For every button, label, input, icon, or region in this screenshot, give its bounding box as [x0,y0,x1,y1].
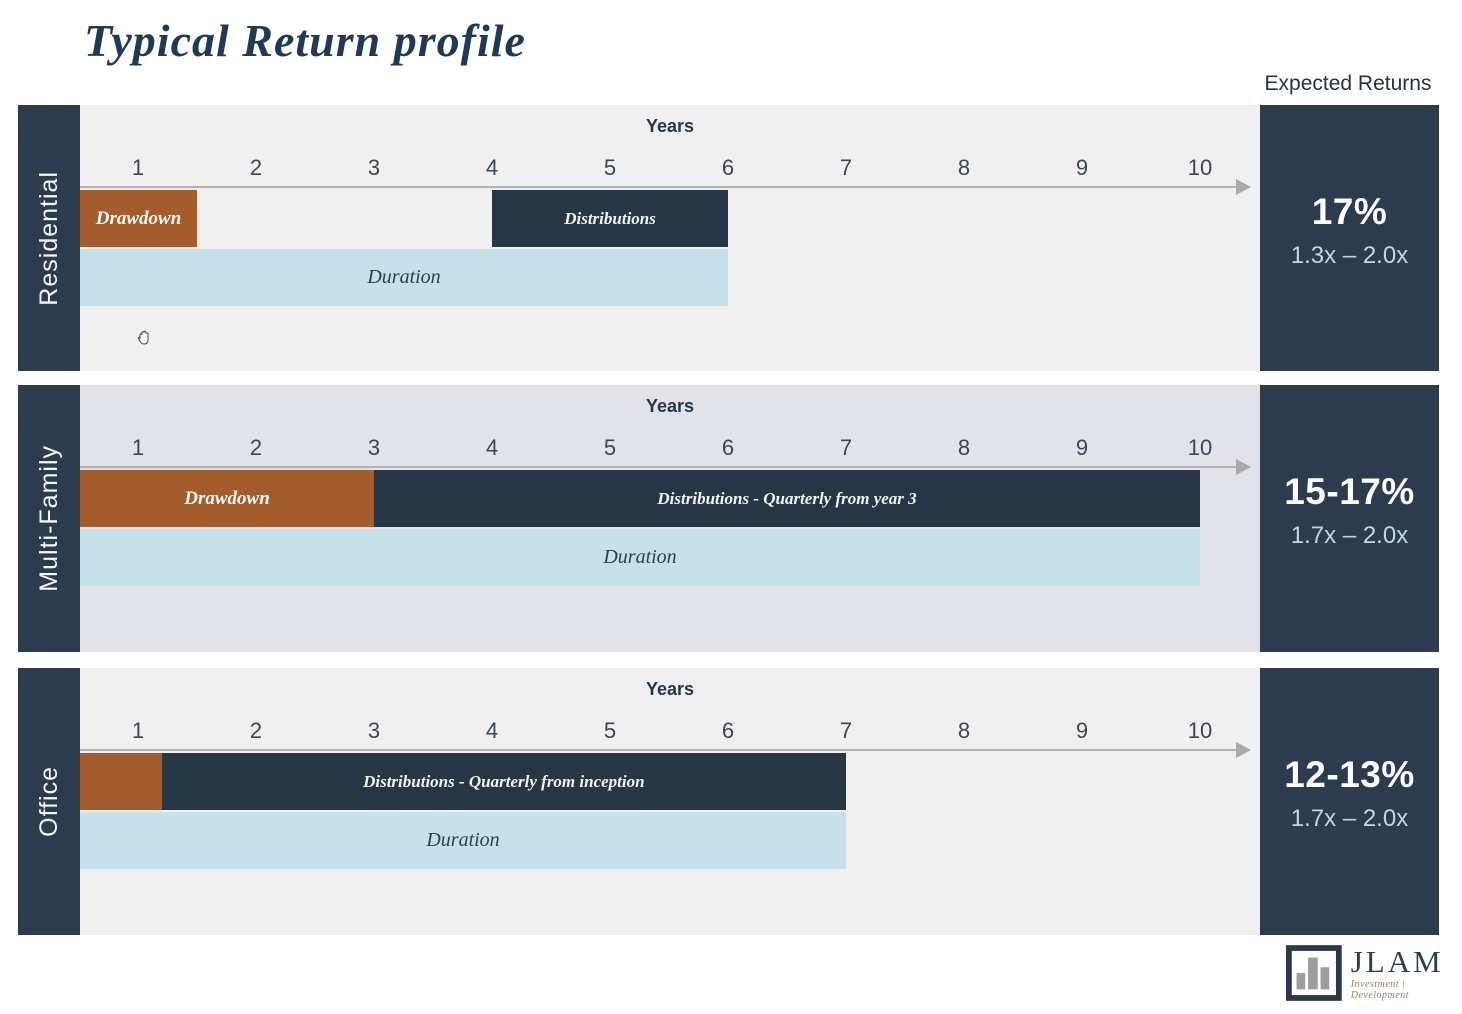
expected-return-value: 17% [1311,190,1388,232]
axis-arrow-icon [1236,742,1252,758]
section-label: Multi-Family [34,445,63,592]
distributions-bar: Distributions - Quarterly from year 3 [374,470,1201,527]
equity-multiple-value: 1.7x – 2.0x [1290,805,1409,832]
drawdown-bar: Drawdown [80,190,198,247]
jlam-tagline: Investment | Development [1350,978,1409,1001]
section-label: Residential [34,170,63,306]
years-axis-label: Years [645,116,695,136]
jlam-logo-buildings-icon [1286,945,1342,1001]
expected-returns-header: Expected Returns [1264,72,1432,95]
axis-tick: 8 [957,718,971,743]
axis-line [80,179,1252,195]
axis-tick: 2 [249,718,263,743]
section-residential: Residential Years 1 2 3 4 5 6 7 8 9 10 Drawdown Di… [18,105,1439,371]
jlam-logo-text: JLAM Investment | Development [1351,946,1462,1001]
axis-tick: 8 [957,155,971,180]
axis-tick: 7 [839,155,853,180]
axis-tick: 1 [131,718,145,743]
axis-tick: 1 [131,155,145,180]
jlam-logo: JLAM Investment | Development [1286,944,1462,1002]
expected-return-panel: 12-13% 1.7x – 2.0x [1260,668,1439,935]
duration-bar: Duration [80,812,847,869]
axis-tick: 5 [603,435,617,460]
timeline-chart: Years 1 2 3 4 5 6 7 8 9 10 Drawdown Distributions … [80,105,1260,371]
axis-tick: 7 [839,718,853,743]
years-axis-label: Years [645,679,695,699]
axis-line [80,742,1252,758]
axis-tick: 2 [249,435,263,460]
axis-tick: 9 [1075,155,1089,180]
axis-arrow-icon [1236,459,1252,475]
drawdown-bar [80,753,162,810]
axis-tick: 3 [367,718,381,743]
axis-tick: 6 [721,718,735,743]
expected-return-value: 12-13% [1284,754,1415,795]
section-sidebar: Office [18,668,80,935]
axis-tick: 6 [721,435,735,460]
activity-lane: Distributions - Quarterly from inception [80,753,1260,810]
axis-tick: 9 [1075,718,1089,743]
section-multi-family: Multi-Family Years 1 2 3 4 5 6 7 8 9 10 Drawdown D… [18,385,1439,652]
duration-lane: Duration [80,529,1260,586]
equity-multiple-value: 1.7x – 2.0x [1290,522,1409,549]
duration-bar: Duration [80,249,729,306]
axis-tick: 4 [485,718,499,743]
axis-tick: 3 [367,435,381,460]
duration-bar: Duration [80,529,1201,586]
section-office: Office Years 1 2 3 4 5 6 7 8 9 10 Distributions -… [18,668,1439,935]
page-title: Typical Return profile [84,15,526,66]
expected-return-value: 15-17% [1284,471,1415,512]
axis-tick: 9 [1075,435,1089,460]
timeline-chart: Years 1 2 3 4 5 6 7 8 9 10 Drawdown Distributions … [80,385,1260,652]
timeline-chart: Years 1 2 3 4 5 6 7 8 9 10 Distributions - Quarte… [80,668,1260,935]
axis-tick: 1 [131,435,145,460]
axis-line [80,459,1252,475]
distributions-bar: Distributions - Quarterly from inception [161,753,847,810]
axis-tick: 10 [1187,435,1213,460]
activity-lane: Drawdown Distributions [80,190,1260,247]
axis-tick: 4 [485,435,499,460]
activity-lane: Drawdown Distributions - Quarterly from y… [80,470,1260,527]
axis-tick: 6 [721,155,735,180]
axis-tick: 4 [485,155,499,180]
axis-tick: 10 [1187,155,1213,180]
section-sidebar: Residential [18,105,80,371]
section-sidebar: Multi-Family [18,385,80,652]
expected-return-panel: 15-17% 1.7x – 2.0x [1260,385,1439,652]
axis-tick: 5 [603,718,617,743]
axis-tick: 3 [367,155,381,180]
duration-lane: Duration [80,249,1260,306]
equity-multiple-value: 1.3x – 2.0x [1290,241,1409,269]
axis-tick: 8 [957,435,971,460]
years-axis-label: Years [645,396,695,416]
expected-return-panel: 17% 1.3x – 2.0x [1260,105,1439,371]
section-label: Office [34,766,63,837]
duration-lane: Duration [80,812,1260,869]
axis-tick: 5 [603,155,617,180]
axis-tick: 2 [249,155,263,180]
axis-arrow-icon [1236,179,1252,195]
grab-hand-cursor-icon [135,329,153,353]
drawdown-bar: Drawdown [80,470,375,527]
distributions-bar: Distributions [492,190,729,247]
jlam-brand-name: JLAM [1350,943,1444,979]
axis-tick: 10 [1187,718,1213,743]
axis-tick: 7 [839,435,853,460]
